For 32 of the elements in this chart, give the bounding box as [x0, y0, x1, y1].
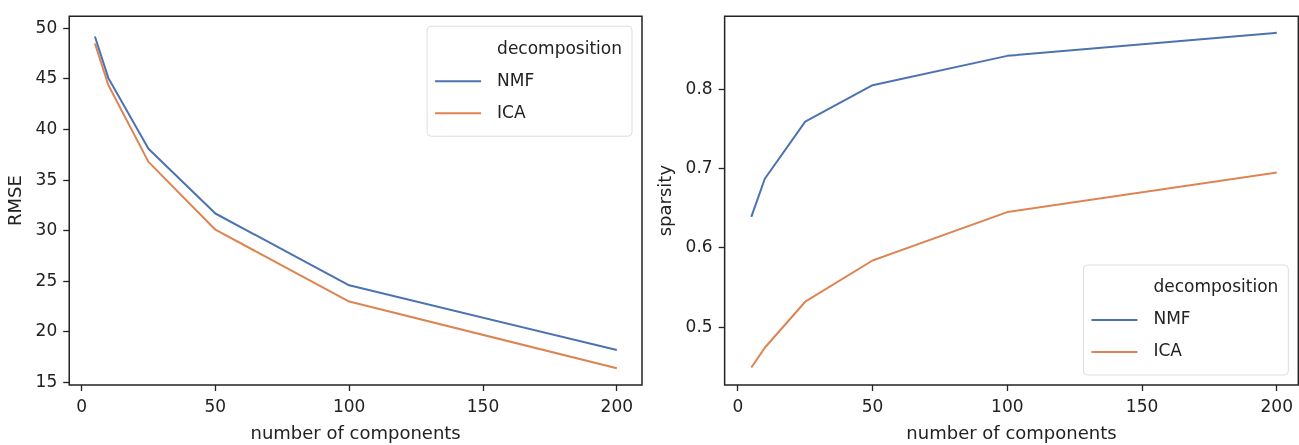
- y-tick-label: 15: [35, 370, 58, 391]
- y-tick-label: 30: [35, 219, 58, 240]
- x-axis-title: number of components: [250, 421, 461, 443]
- legend-label: NMF: [1153, 308, 1191, 329]
- y-tick-label: 0.7: [685, 156, 713, 177]
- x-tick-label: 0: [732, 395, 744, 416]
- y-tick-label: 25: [35, 269, 58, 290]
- x-tick-label: 150: [1125, 395, 1159, 416]
- legend-label: NMF: [497, 69, 535, 90]
- x-axis-title: number of components: [906, 421, 1117, 443]
- y-tick-label: 50: [35, 16, 58, 37]
- legend-title: decomposition: [497, 37, 623, 58]
- x-tick-label: 0: [76, 395, 87, 416]
- x-tick-label: 50: [204, 395, 227, 416]
- x-tick-label: 200: [1260, 395, 1293, 416]
- y-tick-label: 0.8: [685, 77, 713, 98]
- y-tick-label: 0.6: [685, 236, 713, 257]
- legend-label: ICA: [497, 101, 526, 122]
- legend-title: decomposition: [1153, 276, 1279, 297]
- x-tick-label: 50: [861, 395, 884, 416]
- x-tick-label: 200: [600, 395, 634, 416]
- y-tick-label: 20: [35, 320, 58, 341]
- x-tick-label: 150: [466, 395, 500, 416]
- y-axis-title: RMSE: [4, 175, 26, 227]
- legend-label: ICA: [1153, 340, 1183, 361]
- x-tick-label: 100: [332, 395, 366, 416]
- y-tick-label: 0.5: [685, 315, 713, 336]
- x-tick-label: 100: [991, 395, 1024, 416]
- y-tick-label: 40: [35, 117, 58, 138]
- y-axis-title: sparsity: [654, 164, 676, 237]
- y-tick-label: 35: [35, 168, 58, 189]
- y-tick-label: 45: [35, 67, 58, 88]
